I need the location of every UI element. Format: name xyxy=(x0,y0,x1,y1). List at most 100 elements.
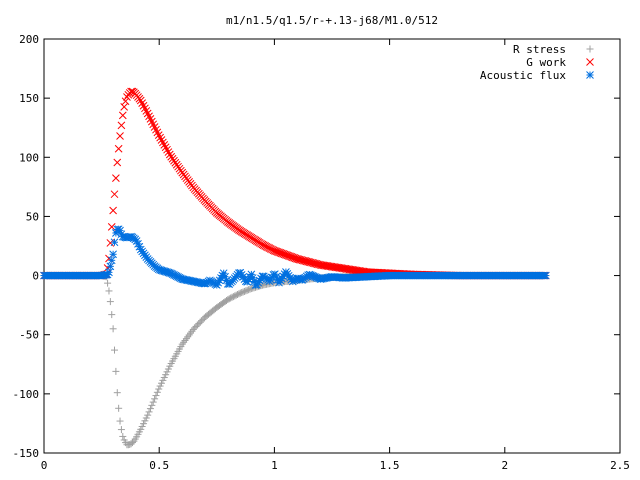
data-point xyxy=(110,238,119,247)
data-point xyxy=(119,432,127,440)
plot-frame xyxy=(43,38,621,454)
data-point xyxy=(142,414,150,422)
data-point xyxy=(111,346,119,354)
data-point xyxy=(104,279,112,287)
data-point xyxy=(164,148,173,156)
legend-marker xyxy=(586,45,594,53)
data-point xyxy=(160,374,168,382)
data-point xyxy=(158,379,166,387)
data-point xyxy=(159,138,167,147)
x-tick-label: 0.5 xyxy=(149,459,169,472)
data-point xyxy=(117,426,125,434)
data-point xyxy=(109,206,117,215)
chart-title: m1/n1.5/q1.5/r-+.13-j68/M1.0/512 xyxy=(226,14,438,27)
data-point xyxy=(160,140,169,149)
data-point xyxy=(541,271,550,280)
legend-label: G work xyxy=(526,56,566,69)
data-point xyxy=(146,405,154,413)
y-tick-label: 150 xyxy=(19,92,39,105)
data-point xyxy=(114,144,123,153)
data-point xyxy=(115,404,123,412)
data-point xyxy=(162,371,170,379)
data-point xyxy=(276,249,285,257)
data-point xyxy=(275,248,283,257)
data-point xyxy=(152,392,160,400)
y-tick-label: -150 xyxy=(13,447,40,460)
data-point xyxy=(157,136,166,144)
data-point xyxy=(151,395,159,403)
data-point xyxy=(128,439,136,447)
data-point xyxy=(161,143,170,152)
data-point xyxy=(163,145,171,154)
data-point xyxy=(138,423,146,431)
data-point xyxy=(105,287,113,295)
legend-label: R stress xyxy=(513,43,566,56)
data-point xyxy=(113,158,122,167)
x-tick-label: 2 xyxy=(501,459,508,472)
data-point xyxy=(279,250,288,258)
data-point xyxy=(155,385,163,393)
legend-marker xyxy=(586,71,594,79)
y-tick-label: -50 xyxy=(19,329,39,342)
data-point xyxy=(272,247,281,256)
data-point xyxy=(137,425,145,433)
y-tick-label: 200 xyxy=(19,33,39,46)
series-star xyxy=(40,225,550,289)
data-point xyxy=(141,417,149,425)
data-point xyxy=(113,389,121,397)
data-point xyxy=(148,401,156,409)
data-point xyxy=(286,252,294,261)
data-point xyxy=(163,368,171,376)
data-point xyxy=(287,253,296,261)
data-point xyxy=(165,150,174,159)
data-point xyxy=(109,325,117,333)
data-point xyxy=(271,247,279,255)
data-point xyxy=(280,250,289,259)
data-point xyxy=(116,132,124,140)
data-point xyxy=(108,311,116,319)
data-point xyxy=(164,365,172,373)
data-point xyxy=(112,367,120,375)
y-tick-label: 50 xyxy=(26,210,39,223)
data-point xyxy=(282,251,290,259)
data-point xyxy=(106,262,115,271)
data-point xyxy=(144,411,152,419)
data-point xyxy=(283,251,292,260)
legend-marker xyxy=(586,58,594,66)
data-point xyxy=(112,174,120,182)
series-cross xyxy=(40,87,550,280)
data-point xyxy=(149,398,157,406)
x-tick-label: 1.5 xyxy=(380,459,400,472)
data-point xyxy=(127,87,135,96)
legend-label: Acoustic flux xyxy=(480,69,566,82)
data-point xyxy=(110,190,119,199)
data-point xyxy=(154,131,163,139)
y-tick-label: 0 xyxy=(32,270,39,283)
data-point xyxy=(290,253,299,262)
data-point xyxy=(291,254,300,263)
data-point xyxy=(106,298,114,306)
data-point xyxy=(107,256,116,265)
data-point xyxy=(273,248,282,256)
data-point xyxy=(109,250,117,259)
data-point xyxy=(118,111,127,120)
y-tick-label: -100 xyxy=(13,388,40,401)
data-point xyxy=(117,121,126,130)
x-tick-label: 0 xyxy=(41,459,48,472)
data-point xyxy=(105,268,113,277)
data-point xyxy=(269,246,278,255)
data-point xyxy=(116,417,124,425)
y-tick-label: 100 xyxy=(19,151,39,164)
data-point xyxy=(153,388,161,396)
data-point xyxy=(156,382,164,390)
data-point xyxy=(159,376,167,384)
data-point xyxy=(277,249,286,258)
series-plus xyxy=(40,272,550,449)
axes-layer: -150 -100 -50 0 50 100 150 200 0 0.5 1 1.5 2 2.5 xyxy=(13,33,630,472)
data-point xyxy=(284,252,293,260)
data-point xyxy=(145,408,153,416)
data-point xyxy=(156,133,164,142)
x-tick-label: 2.5 xyxy=(610,459,630,472)
